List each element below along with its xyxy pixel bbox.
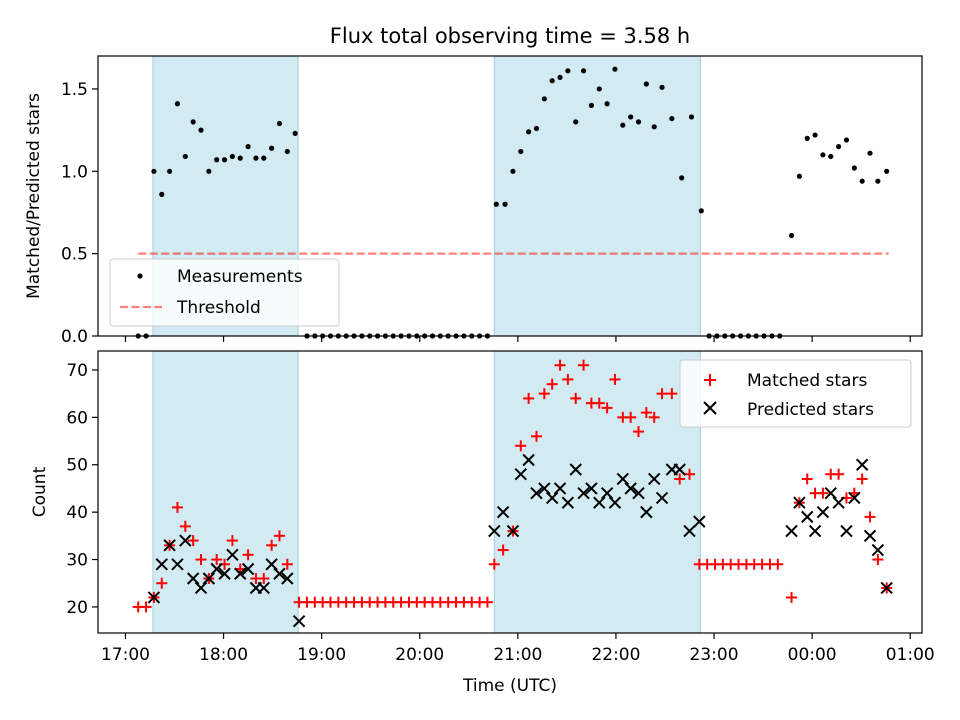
count-xtick-label-1: 18:00 [199,645,248,665]
measurement-point-4 [167,169,172,174]
measurement-point-54 [565,68,570,73]
measurement-point-84 [812,132,817,137]
measurement-point-45 [494,202,499,207]
measurement-point-61 [620,123,625,128]
measurement-point-92 [875,179,880,184]
ratio-ytick-label-0: 0.0 [61,327,88,347]
count-ytick-label-2: 40 [66,503,88,523]
measurement-point-6 [183,154,188,159]
count-legend: Matched stars Predicted stars [680,360,911,427]
measurement-point-49 [526,129,531,134]
count-xtick-label-0: 17:00 [101,645,150,665]
measurement-point-59 [605,101,610,106]
measurement-point-91 [867,151,872,156]
measurement-point-66 [659,85,664,90]
legend-predicted-label: Predicted stars [747,400,874,420]
measurement-point-52 [550,78,555,83]
measurement-point-64 [644,81,649,86]
measurement-point-89 [852,165,857,170]
legend-threshold-label: Threshold [176,298,261,318]
count-y-axis-label: Count [30,466,50,517]
measurement-point-18 [277,121,282,126]
measurement-point-3 [159,192,164,197]
measurement-point-65 [652,124,657,129]
measurement-point-86 [828,154,833,159]
legend-measurements-marker [137,273,142,278]
ratio-legend: Measurements Threshold [110,259,339,326]
measurement-point-88 [844,137,849,142]
measurement-point-10 [214,157,219,162]
measurement-point-81 [789,233,794,238]
count-shaded-interval-0 [153,351,298,633]
measurement-point-85 [820,152,825,157]
measurement-point-47 [510,169,515,174]
measurement-point-50 [534,126,539,131]
measurement-point-12 [230,154,235,159]
measurement-point-9 [206,169,211,174]
measurement-point-20 [293,131,298,136]
count-xtick-label-7: 00:00 [788,645,837,665]
ratio-ytick-label-1: 0.5 [61,245,88,265]
measurement-point-17 [269,146,274,151]
count-ytick-label-1: 30 [66,551,88,571]
count-xtick-label-3: 20:00 [395,645,444,665]
measurement-point-53 [557,75,562,80]
measurement-point-90 [860,179,865,184]
measurement-point-13 [238,156,243,161]
measurement-point-51 [542,96,547,101]
measurement-point-16 [261,156,266,161]
chart-title: Flux total observing time = 3.58 h [330,24,690,48]
measurement-point-19 [285,149,290,154]
measurement-point-8 [198,128,203,133]
count-ytick-label-0: 20 [66,598,88,618]
measurement-point-15 [253,156,258,161]
measurement-point-67 [669,116,674,121]
measurement-point-68 [679,175,684,180]
measurement-point-62 [628,114,633,119]
measurement-point-48 [518,149,523,154]
measurement-point-70 [699,208,704,213]
measurement-point-46 [502,202,507,207]
x-axis-label: Time (UTC) [462,676,557,696]
measurement-point-11 [222,157,227,162]
count-xtick-label-4: 21:00 [493,645,542,665]
ratio-ytick-label-2: 1.0 [61,162,88,182]
count-ytick-label-4: 60 [66,408,88,428]
count-xtick-label-8: 01:00 [886,645,935,665]
ratio-y-axis-label: Matched/Predicted stars [24,93,44,299]
measurement-point-14 [245,144,250,149]
measurement-point-7 [191,119,196,124]
measurement-point-87 [836,144,841,149]
measurement-point-63 [636,119,641,124]
legend-measurements-label: Measurements [177,267,303,287]
measurement-point-55 [573,119,578,124]
measurement-point-83 [805,136,810,141]
legend-matched-label: Matched stars [747,371,867,391]
count-xtick-label-2: 19:00 [297,645,346,665]
count-xtick-label-6: 23:00 [690,645,739,665]
measurement-point-2 [151,169,156,174]
measurement-point-82 [797,174,802,179]
measurement-point-57 [589,103,594,108]
measurement-point-69 [689,114,694,119]
ratio-shaded-interval-1 [494,56,700,336]
measurement-point-58 [597,86,602,91]
measurement-point-93 [884,169,889,174]
measurement-point-56 [581,68,586,73]
measurement-point-5 [175,101,180,106]
count-ytick-label-5: 70 [66,361,88,381]
measurement-point-60 [612,67,617,72]
ratio-ytick-label-3: 1.5 [61,80,88,100]
count-ytick-label-3: 50 [66,456,88,476]
count-xtick-label-5: 22:00 [591,645,640,665]
